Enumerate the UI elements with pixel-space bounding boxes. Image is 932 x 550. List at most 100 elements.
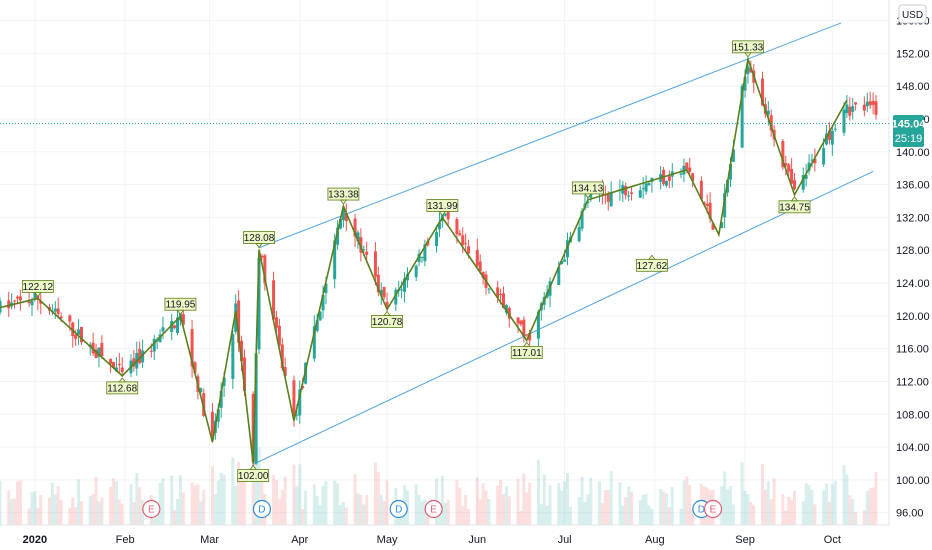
volume-bar: [234, 485, 238, 525]
pivot-label-text: 133.38: [328, 190, 359, 201]
earnings-event-marker[interactable]: E: [424, 499, 443, 519]
candle-body: [141, 350, 145, 363]
pivot-label-text: 117.01: [512, 348, 542, 359]
volume-bar: [202, 490, 206, 525]
candle-body: [525, 334, 529, 336]
volume-bar: [688, 484, 692, 525]
candle-body: [740, 86, 744, 148]
volume-bar: [845, 474, 849, 525]
volume-bar: [606, 489, 610, 525]
price-axis[interactable]: 156.00152.00148.00144.00140.00136.00132.…: [888, 0, 930, 525]
candle-body: [359, 237, 363, 253]
pivot-label-text: 151.33: [733, 42, 764, 53]
volume-bar: [112, 478, 116, 525]
dividend-event-marker[interactable]: D: [389, 499, 408, 519]
volume-bar: [336, 483, 340, 525]
event-marker-letter: D: [698, 505, 705, 516]
candle-body: [624, 185, 628, 196]
event-marker-letter: E: [148, 505, 155, 516]
candle-body: [874, 101, 878, 115]
volume-bar: [237, 461, 241, 525]
earnings-event-marker[interactable]: E: [142, 499, 161, 519]
candle-body: [830, 130, 834, 145]
trend-channel[interactable]: [252, 22, 874, 465]
zigzag-indicator[interactable]: [0, 58, 848, 464]
volume-bar: [557, 483, 561, 525]
candle-body: [283, 367, 287, 376]
channel-line[interactable]: [252, 170, 874, 465]
candle-body: [487, 288, 491, 290]
volume-bar: [865, 491, 869, 525]
candle-body: [263, 255, 267, 284]
volume-bar: [446, 499, 450, 525]
volume-bar: [822, 490, 826, 525]
candle-body: [190, 329, 194, 367]
volume-bar: [871, 487, 875, 525]
candle-body: [769, 115, 773, 131]
candle-body: [341, 208, 345, 221]
volume-bar: [0, 480, 2, 525]
volume-bar: [577, 497, 581, 525]
volume-bar: [664, 493, 668, 525]
channel-line[interactable]: [258, 22, 842, 249]
candle-body: [394, 289, 398, 305]
volume-bar: [868, 488, 872, 525]
volume-bar: [158, 482, 162, 525]
candle-body: [295, 414, 299, 416]
volume-bar: [598, 481, 602, 525]
candle-body: [274, 317, 278, 328]
volume-bar: [91, 494, 95, 525]
candle-body: [132, 358, 136, 367]
volume-bar: [129, 484, 133, 525]
candle-body: [71, 322, 75, 337]
event-marker-circle: [424, 499, 443, 519]
volume-bar: [833, 480, 837, 525]
volume-bar: [373, 462, 377, 525]
candle-body: [723, 193, 727, 218]
candle-body: [53, 308, 57, 312]
volume-bar: [362, 504, 366, 525]
candle-body: [216, 409, 220, 422]
candle-body: [708, 202, 712, 219]
volume-bar: [257, 447, 261, 525]
volume-bar: [385, 480, 389, 525]
candle-body: [385, 301, 389, 309]
volume-bar: [586, 494, 590, 525]
pivot-label-pointer: [339, 199, 348, 205]
time-tick-label: May: [377, 534, 398, 546]
candle-body: [94, 349, 98, 359]
volume-bar: [213, 493, 217, 525]
price-tick-label: 100.00: [896, 475, 930, 487]
candle-body: [222, 377, 226, 386]
time-tick-label: Jun: [468, 534, 486, 546]
volume-bar: [277, 498, 281, 525]
candle-body: [455, 219, 459, 235]
candle-body: [74, 334, 78, 339]
volume-bar: [458, 487, 462, 525]
volume-bar: [77, 479, 81, 525]
currency-button[interactable]: USD: [898, 4, 927, 24]
candle-body: [382, 287, 386, 298]
volume-bar: [315, 495, 319, 525]
volume-bar: [507, 496, 511, 525]
candle-body: [336, 227, 340, 245]
volume-bar: [621, 505, 625, 525]
candle-body: [344, 213, 348, 222]
candle-body: [254, 353, 258, 464]
event-marker-circle: [389, 499, 408, 519]
price-tick-label: 136.00: [896, 180, 930, 192]
candle-body: [312, 326, 316, 359]
candle-body: [138, 348, 142, 363]
dividend-event-marker[interactable]: D: [252, 499, 272, 519]
earnings-event-marker[interactable]: E: [703, 499, 723, 519]
price-tick-label: 120.00: [896, 311, 930, 323]
pivot-label: 151.33: [732, 40, 764, 58]
zigzag-line[interactable]: [0, 58, 848, 464]
candle-body: [257, 257, 261, 350]
volume-bar: [522, 473, 526, 525]
volume-bar: [7, 490, 11, 525]
volume-bar: [536, 460, 540, 525]
time-axis[interactable]: 2020 Feb Mar Apr May Jun Jul Aug Sep Oct: [0, 524, 889, 546]
